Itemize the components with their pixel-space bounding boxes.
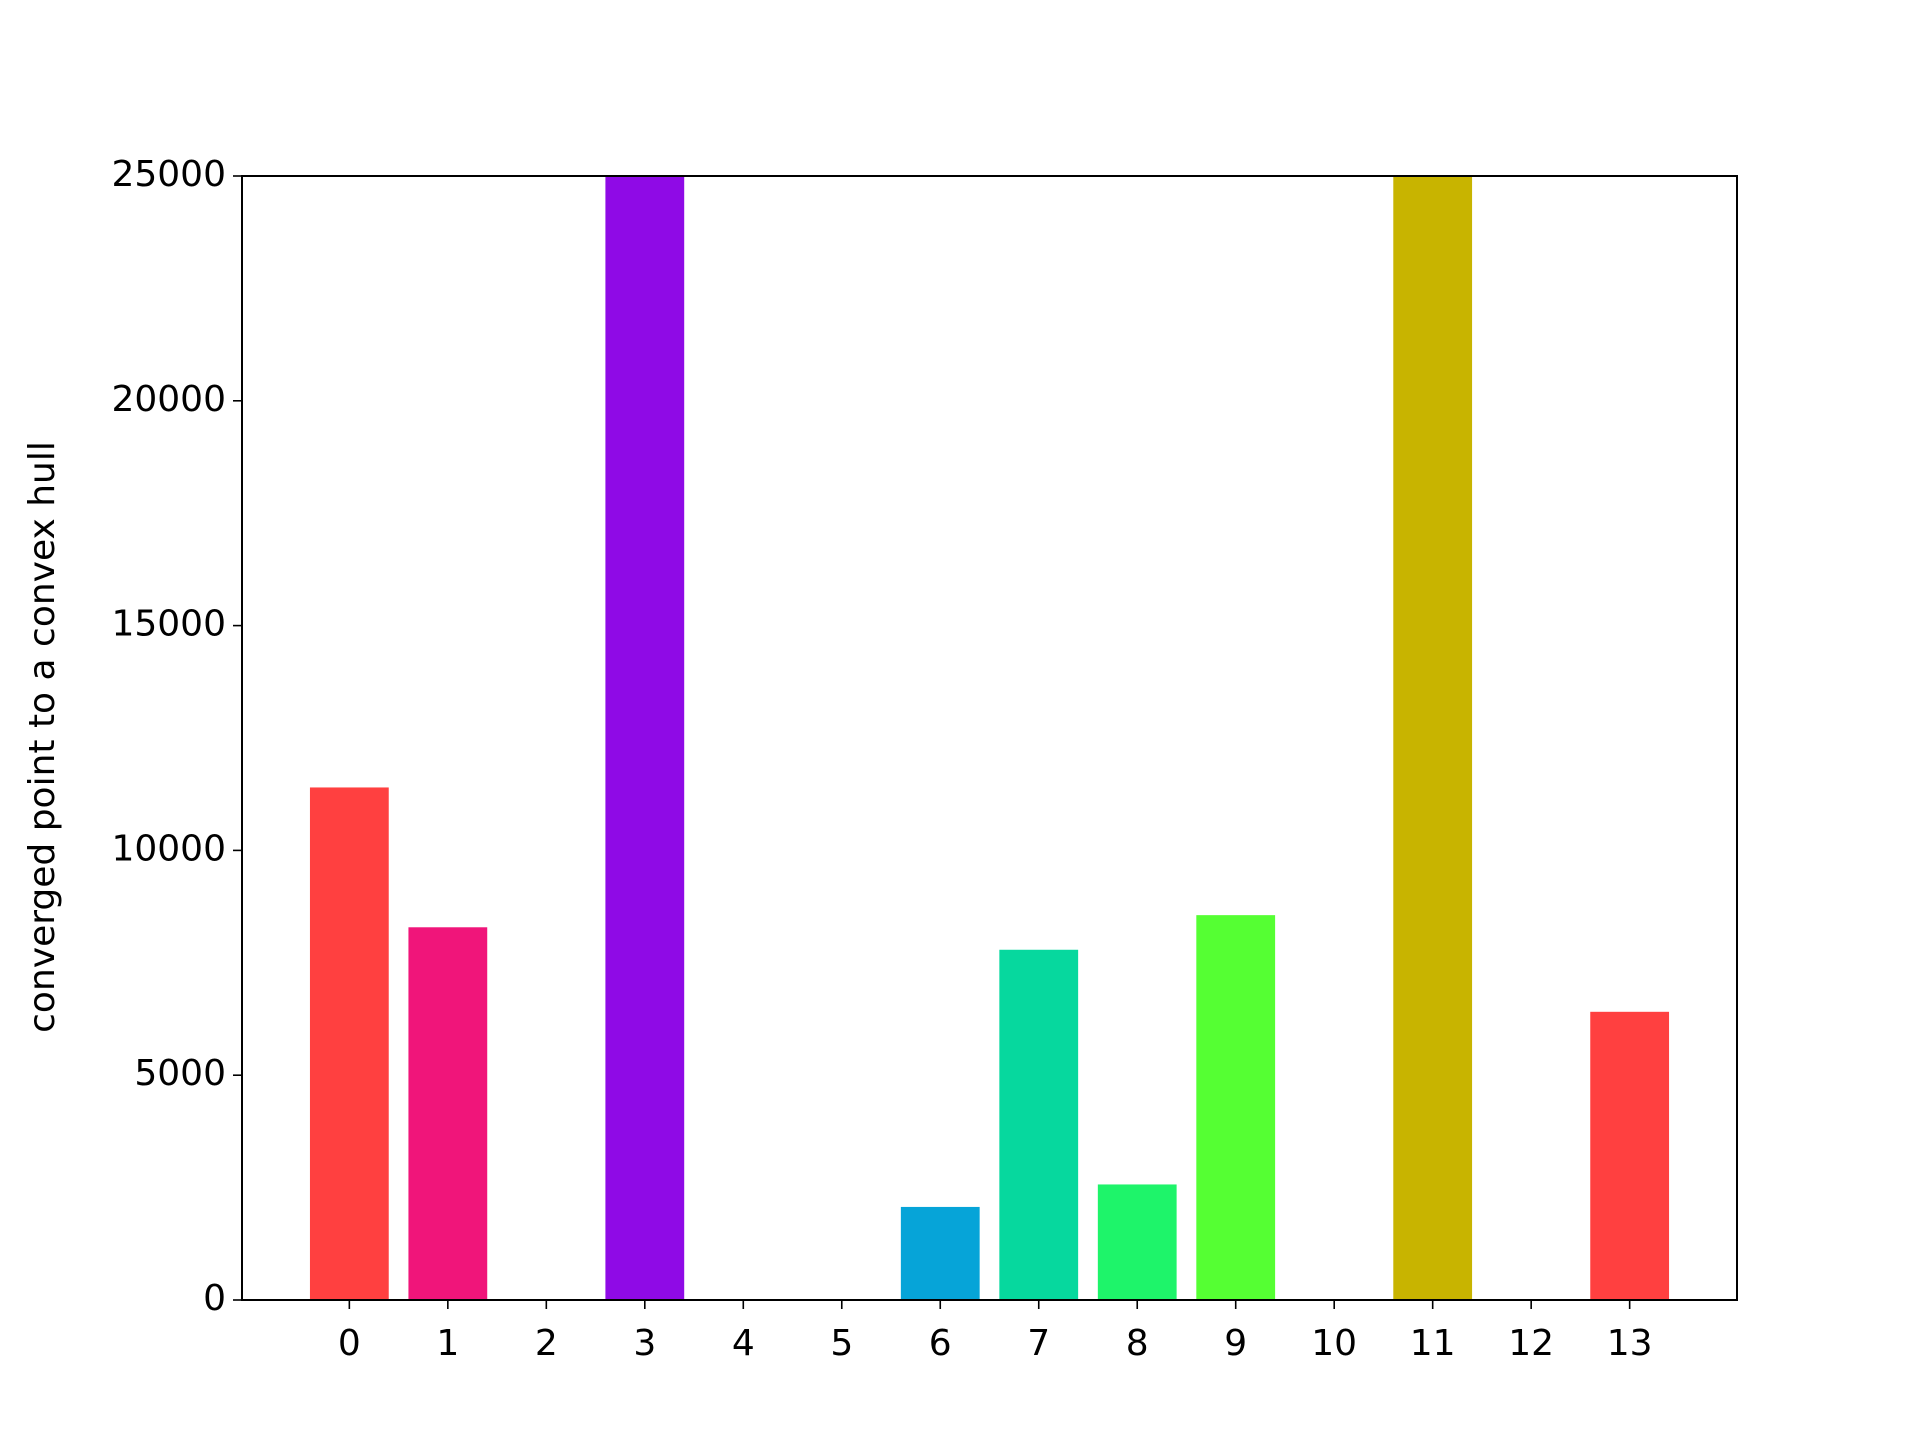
x-tick-label: 0 [338,1323,361,1364]
x-tick-label: 8 [1126,1323,1149,1364]
bar [1590,1011,1670,1300]
bar [900,1206,980,1300]
x-tick-label: 4 [732,1323,755,1364]
y-tick-label: 25000 [111,154,226,195]
bar [1097,1184,1177,1300]
y-tick-label: 20000 [111,379,226,420]
y-tick-label: 15000 [111,604,226,645]
bar [999,949,1079,1300]
x-tick-label: 7 [1027,1323,1050,1364]
x-tick-label: 13 [1607,1323,1653,1364]
x-tick-label: 5 [830,1323,853,1364]
x-tick-label: 11 [1410,1323,1456,1364]
y-axis-label: converged point to a convex hull [22,441,63,1033]
bar [1196,915,1276,1300]
x-tick-label: 2 [535,1323,558,1364]
plot-frame [241,175,1738,1301]
x-tick-label: 12 [1508,1323,1554,1364]
bar [1393,176,1473,1300]
x-tick-label: 3 [633,1323,656,1364]
y-tick-label: 10000 [111,828,226,869]
bar [408,927,488,1300]
y-tick-label: 0 [203,1278,226,1319]
x-tick-label: 6 [929,1323,952,1364]
bar [309,787,389,1300]
x-tick-label: 1 [436,1323,459,1364]
x-tick-label: 10 [1311,1323,1357,1364]
x-tick-label: 9 [1224,1323,1247,1364]
y-tick-label: 5000 [134,1053,226,1094]
bar [605,176,685,1300]
